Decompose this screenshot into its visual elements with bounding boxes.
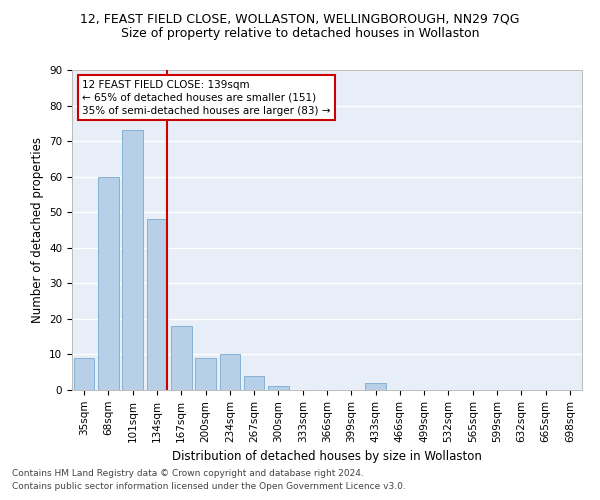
Y-axis label: Number of detached properties: Number of detached properties — [31, 137, 44, 323]
Bar — [365, 383, 386, 390]
X-axis label: Distribution of detached houses by size in Wollaston: Distribution of detached houses by size … — [172, 450, 482, 463]
Text: 12, FEAST FIELD CLOSE, WOLLASTON, WELLINGBOROUGH, NN29 7QG: 12, FEAST FIELD CLOSE, WOLLASTON, WELLIN… — [80, 12, 520, 26]
Bar — [74, 358, 94, 390]
Bar — [268, 386, 289, 390]
Bar — [244, 376, 265, 390]
Text: Contains public sector information licensed under the Open Government Licence v3: Contains public sector information licen… — [12, 482, 406, 491]
Bar — [122, 130, 143, 390]
Bar — [171, 326, 191, 390]
Bar — [146, 220, 167, 390]
Bar — [98, 176, 119, 390]
Bar — [195, 358, 216, 390]
Text: 12 FEAST FIELD CLOSE: 139sqm
← 65% of detached houses are smaller (151)
35% of s: 12 FEAST FIELD CLOSE: 139sqm ← 65% of de… — [82, 80, 331, 116]
Text: Contains HM Land Registry data © Crown copyright and database right 2024.: Contains HM Land Registry data © Crown c… — [12, 468, 364, 477]
Bar — [220, 354, 240, 390]
Text: Size of property relative to detached houses in Wollaston: Size of property relative to detached ho… — [121, 28, 479, 40]
